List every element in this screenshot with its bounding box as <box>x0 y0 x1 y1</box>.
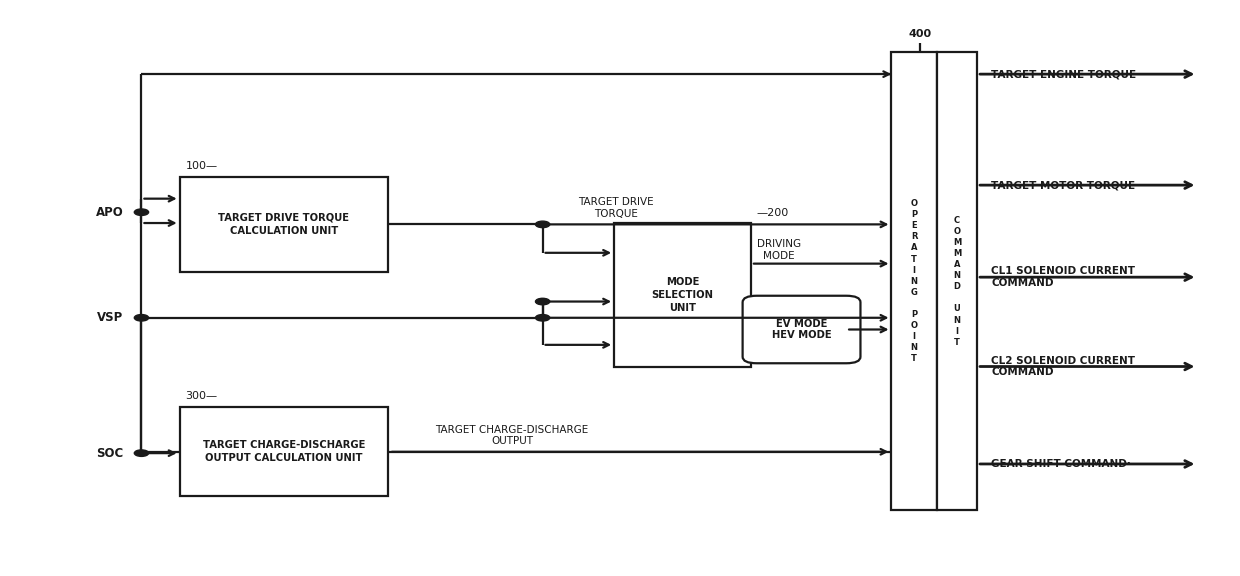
Text: 400: 400 <box>909 29 931 39</box>
Text: TARGET CHARGE-DISCHARGE
OUTPUT: TARGET CHARGE-DISCHARGE OUTPUT <box>435 425 589 446</box>
Circle shape <box>134 450 149 456</box>
Text: EV MODE
HEV MODE: EV MODE HEV MODE <box>771 319 831 340</box>
Text: C
O
M
M
A
N
D
 
U
N
I
T: C O M M A N D U N I T <box>952 215 961 347</box>
Text: TARGET CHARGE-DISCHARGE
OUTPUT CALCULATION UNIT: TARGET CHARGE-DISCHARGE OUTPUT CALCULATI… <box>202 440 365 463</box>
Text: TARGET MOTOR TORQUE: TARGET MOTOR TORQUE <box>992 180 1136 190</box>
Bar <box>180 177 388 272</box>
Text: CL2 SOLENOID CURRENT
COMMAND: CL2 SOLENOID CURRENT COMMAND <box>992 356 1136 377</box>
Text: 300—: 300— <box>186 391 218 401</box>
Text: TARGET DRIVE TORQUE
CALCULATION UNIT: TARGET DRIVE TORQUE CALCULATION UNIT <box>218 213 350 236</box>
Bar <box>936 52 977 510</box>
Bar <box>614 223 751 366</box>
Circle shape <box>134 314 149 321</box>
Bar <box>892 52 936 510</box>
Text: O
P
E
R
A
T
I
N
G
 
P
O
I
N
T: O P E R A T I N G P O I N T <box>910 199 918 363</box>
Circle shape <box>536 298 549 305</box>
Text: SOC: SOC <box>97 446 124 460</box>
Text: TARGET DRIVE
TORQUE: TARGET DRIVE TORQUE <box>578 198 653 219</box>
Text: GEAR SHIFT COMMAND·: GEAR SHIFT COMMAND· <box>992 459 1131 469</box>
Text: VSP: VSP <box>98 311 124 324</box>
Circle shape <box>536 221 549 228</box>
Text: —200: —200 <box>756 207 789 218</box>
Text: MODE
SELECTION
UNIT: MODE SELECTION UNIT <box>651 276 713 313</box>
Circle shape <box>134 209 149 215</box>
Text: TARGET ENGINE TORQUE: TARGET ENGINE TORQUE <box>992 69 1137 79</box>
Text: 100—: 100— <box>186 161 218 170</box>
Circle shape <box>536 314 549 321</box>
Text: APO: APO <box>95 206 124 219</box>
Text: CL1 SOLENOID CURRENT
COMMAND: CL1 SOLENOID CURRENT COMMAND <box>992 266 1136 288</box>
FancyBboxPatch shape <box>743 295 861 363</box>
Bar <box>180 407 388 497</box>
Text: DRIVING
MODE: DRIVING MODE <box>756 239 801 261</box>
